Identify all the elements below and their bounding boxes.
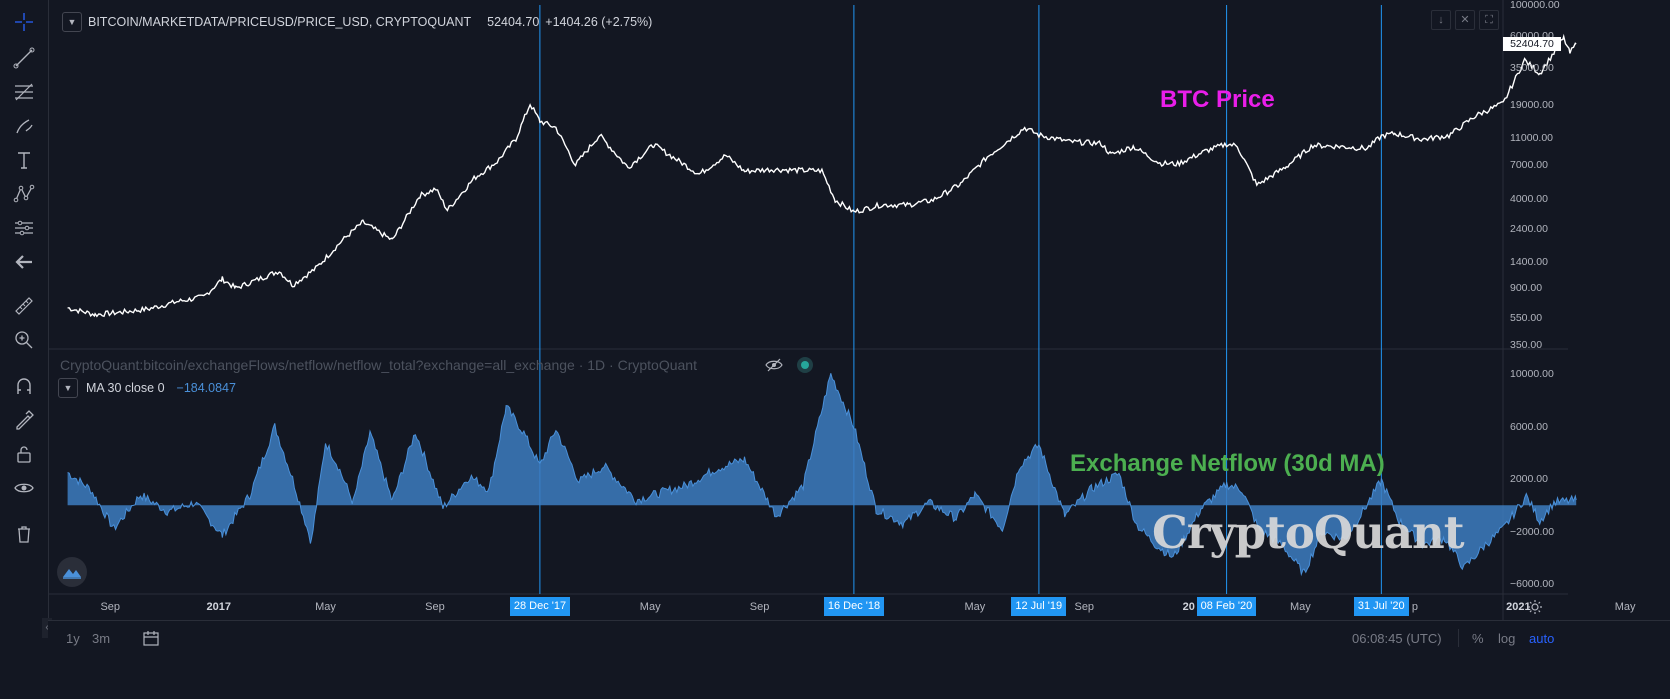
price-axis-tick: 11000.00 [1510,131,1554,144]
ruler-icon[interactable] [9,292,39,320]
btc-price-line [67,33,1577,318]
netflow-axis-tick: 10000.00 [1510,368,1554,380]
trash-icon[interactable] [9,520,39,548]
x-tick-label: May [1290,601,1311,613]
chevron-down-icon[interactable]: ▼ [62,12,82,32]
pattern-tool-icon[interactable] [9,180,39,208]
x-tick-label: May [315,601,336,613]
text-tool-icon[interactable] [9,146,39,174]
marker-date-badge: 28 Dec '17 [509,597,571,616]
x-tick-label: May [964,601,986,613]
netflow-area [67,373,1577,575]
price-axis-tick: 19000.00 [1510,98,1554,111]
indicator-title[interactable]: CryptoQuant:bitcoin/exchangeFlows/netflo… [60,357,697,373]
trend-line-icon[interactable] [9,44,39,72]
netflow-axis-tick: 2000.00 [1510,473,1548,485]
percent-scale-button[interactable]: % [1472,631,1484,646]
price-axis-tick: 100000.00 [1510,0,1560,11]
magnet-icon[interactable] [9,372,39,400]
fib-tool-icon[interactable] [9,78,39,106]
price-axis-tick: 35000.00 [1510,62,1554,75]
divider [1458,629,1459,647]
zoom-icon[interactable] [9,326,39,354]
x-tick-label: May [1614,601,1636,613]
ma-value: −184.0847 [176,381,236,395]
hide-indicator-icon[interactable] [765,357,783,373]
netflow-line [67,373,1577,577]
indicator-status-icon[interactable] [797,357,813,373]
range-3m-button[interactable]: 3m [92,631,111,646]
unlock-icon[interactable] [9,440,39,468]
price-legend: ▼ BITCOIN/MARKETDATA/PRICEUSD/PRICE_USD,… [62,12,652,32]
logo-icon[interactable] [57,557,87,587]
symbol-label[interactable]: BITCOIN/MARKETDATA/PRICEUSD/PRICE_USD, C… [88,15,472,29]
bottom-toolbar: 1y 3m 06:08:45 (UTC) % log auto [48,620,1670,655]
crosshair-icon[interactable] [9,8,39,36]
price-axis-tick: 4000.00 [1510,192,1548,205]
x-tick-label: 2021 [1506,601,1531,613]
footer-strip [0,654,1670,699]
marker-date-badge: 31 Jul '20 [1353,597,1409,616]
price-axis-tick: 550.00 [1510,311,1543,324]
x-tick-label: 2017 [206,601,232,613]
log-scale-button[interactable]: log [1498,631,1516,646]
calendar-icon[interactable] [142,629,160,647]
price-axis-tick: 1400.00 [1510,255,1548,268]
close-icon[interactable]: ✕ [1455,10,1475,30]
move-down-icon[interactable]: ↓ [1431,10,1451,30]
marker-date-badge: 12 Jul '19 [1011,597,1067,616]
ma-legend: ▼ MA 30 close 0 −184.0847 [58,378,236,398]
netflow-axis-tick: 6000.00 [1510,420,1548,433]
back-arrow-icon[interactable] [9,248,39,276]
x-tick-label: Sep [425,601,445,613]
marker-date-badge: 16 Dec '18 [823,597,885,616]
price-change: +1404.26 (+2.75%) [545,15,653,29]
netflow-annotation: Exchange Netflow (30d MA) [1070,450,1385,477]
brush-icon[interactable] [9,112,39,140]
price-value: 52404.70 [487,15,540,29]
pane-controls: ↓ ✕ ⛶ [1431,10,1499,30]
price-axis-tick: 900.00 [1510,282,1543,295]
range-1y-button[interactable]: 1y [66,631,80,646]
maximize-icon[interactable]: ⛶ [1479,10,1499,30]
eye-icon[interactable] [9,474,39,502]
price-axis-tick: 350.00 [1510,339,1543,351]
btc-price-annotation: BTC Price [1160,86,1275,113]
marker-date-badge: 08 Feb '20 [1196,597,1257,616]
price-axis-tick: 7000.00 [1510,158,1548,171]
x-tick-label: Sep [100,601,121,613]
prediction-tool-icon[interactable] [9,214,39,242]
collapse-toolbar-icon[interactable]: ‹ [42,618,52,638]
utc-clock[interactable]: 06:08:45 (UTC) [1352,631,1442,646]
ma-label[interactable]: MA 30 close 0 [86,381,165,395]
x-tick-label: p [1411,601,1418,613]
netflow-axis-tick: −6000.00 [1510,578,1555,590]
auto-scale-button[interactable]: auto [1529,631,1555,646]
netflow-axis-tick: −2000.00 [1510,525,1555,538]
x-tick-label: Sep [749,601,770,613]
chevron-down-icon[interactable]: ▼ [58,378,78,398]
current-price-tag: 52404.70 [1503,37,1561,51]
price-axis-tick: 2400.00 [1510,223,1548,236]
x-tick-label: May [639,601,661,613]
x-tick-label: 20 [1182,601,1195,613]
lock-drawing-icon[interactable] [9,406,39,434]
settings-icon[interactable] [1527,599,1543,615]
watermark: CryptoQuant [1152,506,1465,559]
x-tick-label: Sep [1074,601,1095,613]
